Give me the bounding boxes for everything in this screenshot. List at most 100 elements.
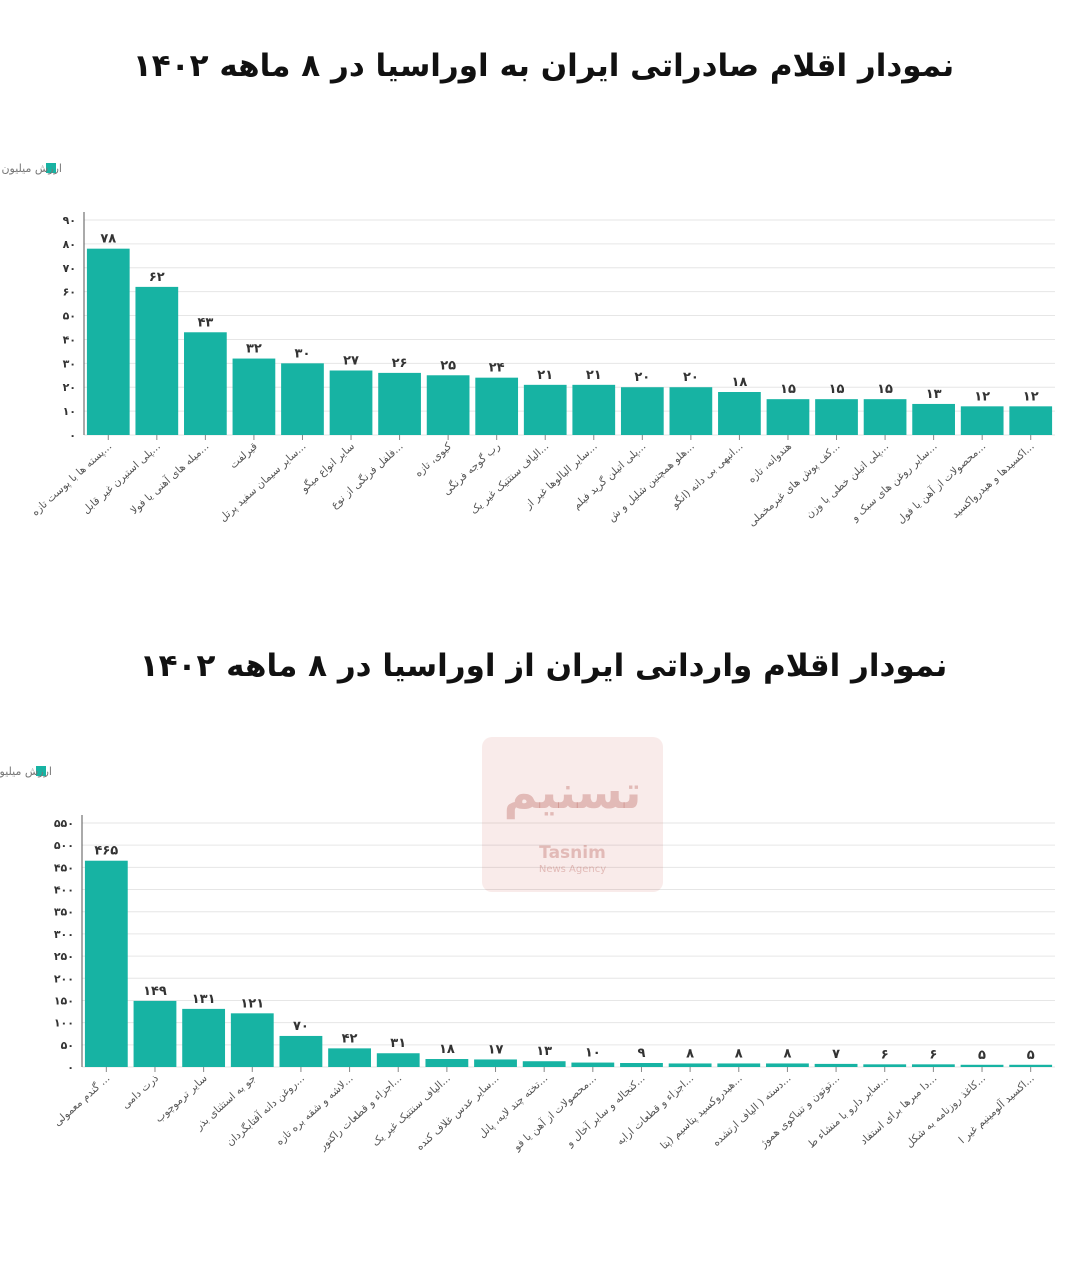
data-label: ۲۷ <box>343 354 359 369</box>
y-tick-label: ۲۰۰ <box>54 972 74 985</box>
data-label: ۲۰ <box>683 370 699 385</box>
bar <box>620 387 664 435</box>
bar <box>281 363 324 435</box>
bar <box>1009 1064 1053 1067</box>
data-label: ۲۵ <box>440 358 456 373</box>
bar <box>815 399 858 435</box>
x-tick-label: پلی اتیلن خطی با وزن... <box>804 440 891 520</box>
watermark-name: Tasnim <box>539 843 606 863</box>
chart-svg: ارزش میلیون دلار ۰ ۵۰ ۱۰۰ ۱۵۰ ۲۰۰ ۲۵۰ ۳۰۰ ۳۵۰ ۴۰۰… <box>0 765 1055 1154</box>
data-label: ۵ <box>978 1048 986 1063</box>
data-label: ۴۲ <box>342 1031 358 1046</box>
y-tick-label: ۸۰ <box>63 238 76 251</box>
bar <box>135 286 179 435</box>
x-tick-label: محصولات از آهن یا فو... <box>510 1072 599 1154</box>
data-label: ۷ <box>832 1047 840 1062</box>
x-tick-label: سایر سیمان سفید پرتل... <box>217 440 308 524</box>
y-tick-label: ۷۰ <box>63 262 76 275</box>
bar <box>522 1061 566 1067</box>
bar <box>279 1035 323 1067</box>
x-tick-label: سایر روغن های سبک و... <box>848 440 939 524</box>
data-label: ۲۶ <box>392 356 408 371</box>
data-label: ۲۱ <box>537 368 553 383</box>
bar <box>84 860 128 1067</box>
imports-chart-title: نمودار اقلام وارداتی ایران از اوراسیا در… <box>139 648 948 684</box>
legend-label: ارزش میلیون دلار <box>0 765 52 778</box>
x-tick-label: محصولات از آهن یا فول... <box>894 440 988 526</box>
x-tick-label: گندم معمولی ... <box>51 1072 112 1129</box>
y-tick-label: ۶۰ <box>63 286 76 299</box>
data-label: ۱۵ <box>780 382 796 397</box>
data-label: ۳۰ <box>295 346 311 361</box>
legend-swatch <box>36 766 46 776</box>
data-label: ۱۸ <box>731 375 747 390</box>
y-tick-label: ۲۵۰ <box>54 950 74 963</box>
bar <box>766 1063 809 1067</box>
exports-chart-title: نمودار اقلام صادراتی ایران به اوراسیا در… <box>132 48 955 84</box>
bar <box>717 1063 761 1067</box>
data-label: ۹ <box>638 1046 646 1061</box>
bar <box>378 372 421 435</box>
data-label: ۸ <box>783 1046 791 1061</box>
data-label: ۱۸ <box>439 1042 455 1057</box>
y-tick-label: ۵۵۰ <box>54 817 74 830</box>
bar <box>766 399 810 435</box>
data-label: ۱۲۱ <box>240 996 264 1011</box>
y-tick-label: ۴۰۰ <box>54 884 74 897</box>
data-label: ۶۲ <box>149 270 165 285</box>
y-tick-label: ۱۰۰ <box>54 1017 74 1030</box>
x-tick-label: هندوانه، تازه <box>746 440 794 485</box>
bar <box>1009 406 1053 435</box>
bar <box>572 384 616 435</box>
y-tick-label: ۵۰ <box>63 310 76 323</box>
bar <box>232 358 276 435</box>
bar <box>230 1013 274 1067</box>
watermark-subtitle: News Agency <box>538 864 607 875</box>
y-tick-label: ۳۰ <box>63 357 76 370</box>
data-label: ۷۰ <box>293 1019 309 1034</box>
y-tick-label: ۱۰ <box>63 405 76 418</box>
bar <box>474 1059 517 1067</box>
bar <box>328 1048 371 1067</box>
data-label: ۳۲ <box>246 342 262 357</box>
data-label: ۴۶۵ <box>94 844 118 859</box>
data-label: ۱۵ <box>877 382 893 397</box>
y-tick-label: ۴۵۰ <box>54 861 74 874</box>
bar <box>718 392 761 435</box>
y-tick-label: ۵۰ <box>61 1039 74 1052</box>
x-tick-label: کیوی، تازه <box>412 440 454 479</box>
bar <box>376 1053 420 1067</box>
y-tick-label: ۵۰۰ <box>54 839 74 852</box>
x-tick-label: کنجاله و سایر آخال و... <box>563 1072 648 1150</box>
bar <box>668 1063 712 1067</box>
bar <box>329 370 373 435</box>
legend-swatch <box>46 163 56 173</box>
legend-label: ارزش میلیون دلار <box>0 162 62 175</box>
data-label: ۱۴۹ <box>143 984 167 999</box>
bar <box>184 332 227 435</box>
y-tick-label: ۹۰ <box>63 214 76 227</box>
x-tick-label: روغن دانه آفتابگردان... <box>223 1072 306 1149</box>
bar <box>960 1064 1004 1067</box>
x-tick-label: سایر عدس غلاف کنده... <box>414 1072 502 1153</box>
x-tick-label: هیدروکسید پتاسیم (پتا... <box>658 1072 745 1152</box>
data-label: ۱۷ <box>488 1042 504 1057</box>
y-tick-label: ۰ <box>67 1061 74 1074</box>
x-tick-label: اکسیدها و هیدرواکسید... <box>949 440 1036 520</box>
bar <box>912 403 955 435</box>
data-label: ۱۰ <box>585 1046 601 1061</box>
data-label: ۶ <box>929 1047 937 1062</box>
bar <box>814 1063 858 1067</box>
x-tick-label: کاغذ روزنامه به شکل... <box>904 1072 989 1150</box>
tasnim-watermark: تسنیم Tasnim News Agency <box>482 737 663 892</box>
bar <box>863 399 907 435</box>
data-label: ۱۳ <box>536 1044 552 1059</box>
data-label: ۸ <box>735 1046 743 1061</box>
y-tick-label: ۱۵۰ <box>54 994 74 1007</box>
bar <box>182 1008 226 1067</box>
y-tick-label: ۰ <box>69 429 76 442</box>
bar <box>86 248 130 435</box>
x-tick-label: هلو همچنین شلیل و ش... <box>606 440 697 524</box>
exports-chart: ارزش میلیون دلار ۰ ۱۰ ۲۰ ۳۰ ۴۰ ۵۰ ۶۰ ۷۰ ۸۰ ۹۰ ۷۸ پست… <box>0 150 1087 580</box>
x-tick-label: قیرلفت <box>228 440 260 471</box>
